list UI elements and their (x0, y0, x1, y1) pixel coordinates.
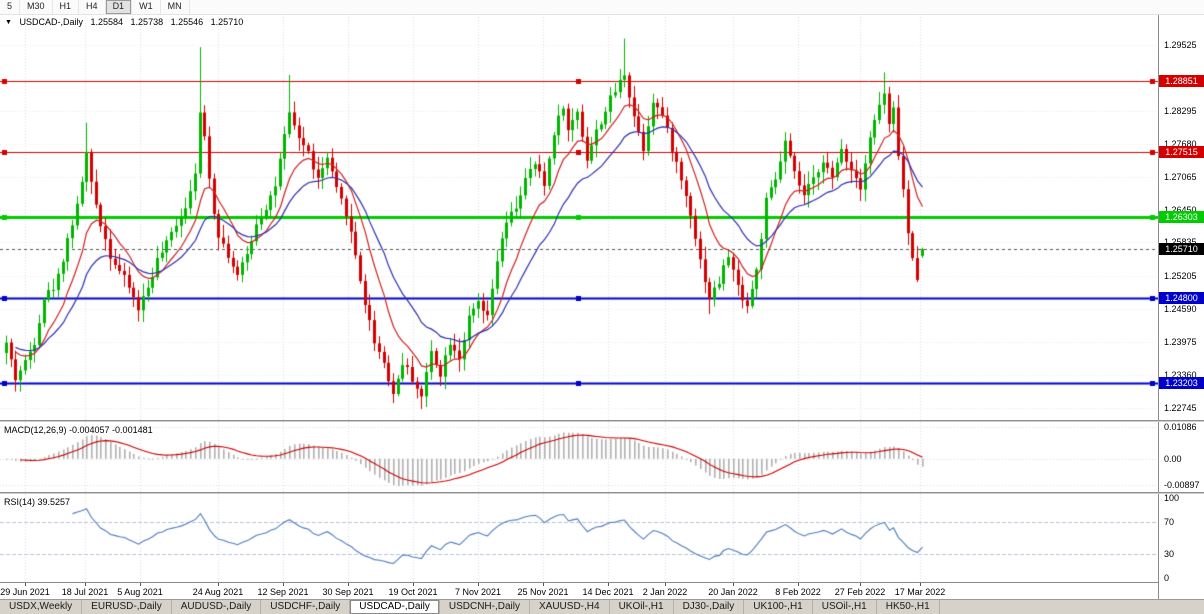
date-tick-mark (798, 583, 799, 586)
date-label: 30 Sep 2021 (322, 587, 374, 597)
timeframe-button-h1[interactable]: H1 (53, 0, 80, 14)
date-tick-mark (608, 583, 609, 586)
chart-tab-eurusd-daily[interactable]: EURUSD-,Daily (82, 600, 172, 614)
rsi-axis-label: 100 (1164, 493, 1180, 503)
date-tick-mark (478, 583, 479, 586)
price-level-badge: 1.28851 (1159, 74, 1204, 87)
quote-open: 1.25584 (90, 17, 124, 27)
date-tick-mark (733, 583, 734, 586)
chart-symbol-period: USDCAD-,Daily (19, 17, 83, 27)
date-tick-mark (413, 583, 414, 586)
chart-tab-usdcad-daily[interactable]: USDCAD-,Daily (350, 600, 440, 614)
quote-high: 1.25738 (130, 17, 164, 27)
timeframe-toolbar: 5 M30 H1 H4 D1 W1 MN (0, 0, 1204, 15)
date-label: 14 Dec 2021 (582, 587, 634, 597)
macd-panel-canvas[interactable] (0, 422, 1158, 492)
date-tick-mark (140, 583, 141, 586)
panel-separator[interactable] (0, 492, 1204, 494)
rsi-panel-canvas[interactable] (0, 494, 1158, 582)
timeframe-button-d1[interactable]: D1 (105, 0, 133, 14)
date-label: 12 Sep 2021 (257, 587, 309, 597)
price-tick-label: 1.29525 (1164, 39, 1197, 50)
date-label: 8 Feb 2022 (775, 587, 821, 597)
chart-tab-uk100-h1[interactable]: UK100-,H1 (744, 600, 813, 614)
date-label: 25 Nov 2021 (517, 587, 569, 597)
price-tick-label: 1.26450 (1164, 204, 1197, 215)
date-tick-mark (218, 583, 219, 586)
date-tick-mark (543, 583, 544, 586)
chart-ohlc-header: ▼ USDCAD-,Daily 1.25584 1.25738 1.25546 … (5, 17, 248, 27)
macd-axis-label: 0.01086 (1164, 422, 1197, 432)
timeframe-button-m30[interactable]: M30 (20, 0, 53, 14)
chart-tab-usoil-h1[interactable]: USOil-,H1 (813, 600, 877, 614)
date-tick-mark (860, 583, 861, 586)
chart-dropdown-icon[interactable]: ▼ (5, 19, 12, 26)
price-tick-label: 1.27065 (1164, 171, 1197, 182)
date-label: 19 Oct 2021 (388, 587, 438, 597)
chart-tab-usdx-weekly[interactable]: USDX,Weekly (0, 600, 83, 614)
price-level-badge: 1.23203 (1159, 377, 1204, 390)
quote-low: 1.25546 (170, 17, 204, 27)
date-label: 20 Jan 2022 (708, 587, 758, 597)
price-tick-label: 1.22745 (1164, 402, 1197, 413)
chart-tab-dj30-daily[interactable]: DJ30-,Daily (674, 600, 745, 614)
date-label: 17 Mar 2022 (894, 587, 946, 597)
date-tick-mark (85, 583, 86, 586)
date-tick-mark (348, 583, 349, 586)
date-tick-mark (920, 583, 921, 586)
price-tick-label: 1.23975 (1164, 337, 1197, 348)
main-chart-canvas[interactable] (0, 14, 1158, 420)
macd-axis-label: 0.00 (1164, 453, 1182, 464)
date-label: 7 Nov 2021 (454, 587, 502, 597)
rsi-axis-label: 0 (1164, 573, 1170, 583)
date-label: 24 Aug 2021 (192, 587, 244, 597)
chart-tabbar: USDX,Weekly EURUSD-,Daily AUDUSD-,Daily USD… (0, 599, 1204, 614)
chart-tab-hk50-h1[interactable]: HK50-,H1 (877, 600, 940, 614)
chart-tab-audusd-daily[interactable]: AUDUSD-,Daily (172, 600, 262, 614)
timeframe-button-5[interactable]: 5 (0, 0, 21, 14)
panel-separator[interactable] (0, 420, 1204, 422)
timeframe-button-w1[interactable]: W1 (132, 0, 161, 14)
rsi-axis-label: 70 (1164, 517, 1175, 527)
date-label: 29 Jun 2021 (0, 587, 50, 597)
price-tick-label: 1.25835 (1164, 237, 1197, 247)
date-label: 27 Feb 2022 (834, 587, 886, 597)
rsi-indicator-title: RSI(14) 39.5257 (4, 497, 71, 507)
rsi-axis-label: 30 (1164, 549, 1175, 559)
date-axis[interactable]: 29 Jun 2021 18 Jul 2021 5 Aug 2021 24 Aug 2… (0, 582, 1158, 600)
date-label: 5 Aug 2021 (117, 587, 163, 597)
date-tick-mark (25, 583, 26, 586)
chart-tab-usdchf-daily[interactable]: USDCHF-,Daily (261, 600, 351, 614)
timeframe-button-h4[interactable]: H4 (79, 0, 106, 14)
chart-tab-usdcnh-daily[interactable]: USDCNH-,Daily (440, 600, 530, 614)
current-price-badge: 1.25710 (1159, 243, 1204, 256)
price-tick-label: 1.24590 (1164, 304, 1197, 315)
price-level-badge: 1.26303 (1159, 211, 1204, 224)
macd-axis-label: -0.00897 (1164, 480, 1200, 490)
price-level-badge: 1.24800 (1159, 291, 1204, 304)
price-level-badge: 1.27515 (1159, 146, 1204, 159)
macd-indicator-title: MACD(12,26,9) -0.004057 -0.001481 (4, 425, 153, 435)
chart-tab-ukoil-h1[interactable]: UKOil-,H1 (610, 600, 674, 614)
price-axis[interactable]: 1.29525 1.28295 1.27680 1.27065 1.26450 1.258… (1158, 14, 1204, 599)
date-tick-mark (283, 583, 284, 586)
price-tick-label: 1.28295 (1164, 105, 1197, 116)
timeframe-button-mn[interactable]: MN (161, 0, 190, 14)
price-tick-label: 1.27680 (1164, 138, 1197, 149)
price-tick-label: 1.25205 (1164, 271, 1197, 282)
date-label: 18 Jul 2021 (61, 587, 109, 597)
quote-close: 1.25710 (210, 17, 244, 27)
date-tick-mark (665, 583, 666, 586)
chart-tab-xauusd-h4[interactable]: XAUUSD-,H4 (530, 600, 610, 614)
date-label: 2 Jan 2022 (642, 587, 688, 597)
price-tick-label: 1.23360 (1164, 370, 1197, 380)
